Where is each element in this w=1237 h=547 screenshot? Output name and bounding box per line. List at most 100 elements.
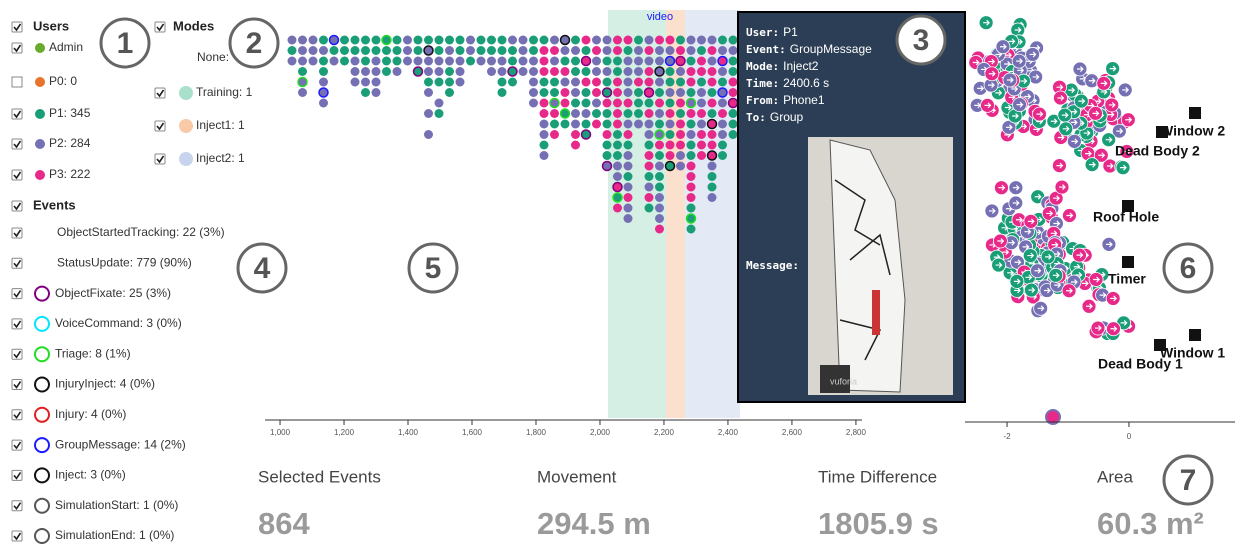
checkbox[interactable] <box>11 108 23 120</box>
checkbox[interactable] <box>11 21 23 33</box>
event-label[interactable]: ObjectFixate: 25 (3%) <box>55 286 171 300</box>
event-dot <box>644 161 654 171</box>
event-dot <box>308 56 318 66</box>
event-dot <box>601 160 613 172</box>
event-dot <box>319 67 328 76</box>
map-arrow <box>1093 276 1100 283</box>
checkbox[interactable] <box>154 153 166 165</box>
event-dot <box>318 87 329 98</box>
event-swatch <box>34 497 50 514</box>
event-dot <box>634 98 643 108</box>
checkbox[interactable] <box>11 200 23 212</box>
event-label[interactable]: Triage: 8 (1%) <box>55 346 131 360</box>
event-dot <box>612 192 623 203</box>
event-dot <box>728 130 738 139</box>
event-dot <box>508 56 517 66</box>
mode-label[interactable]: None: <box>197 50 229 64</box>
map-arrow <box>983 19 990 26</box>
marker-number: 6 <box>1180 252 1197 285</box>
checkbox[interactable] <box>11 530 23 542</box>
checkbox[interactable] <box>11 138 23 150</box>
map-label: Window 2 <box>1160 123 1225 139</box>
checkbox[interactable] <box>11 469 23 481</box>
event-dot <box>644 98 654 108</box>
event-dot <box>413 56 423 66</box>
mode-label[interactable]: Training: 1 <box>196 85 253 99</box>
event-dot <box>592 56 601 66</box>
event-dot <box>686 182 696 192</box>
map-arrow <box>1008 38 1016 45</box>
event-dot <box>319 46 328 55</box>
x-tick-label: 2,200 <box>654 428 675 437</box>
event-dot <box>728 77 738 87</box>
checkbox[interactable] <box>11 318 23 330</box>
map-icon <box>1189 107 1201 119</box>
map-arrow <box>1017 67 1025 74</box>
checkbox[interactable] <box>11 42 23 54</box>
user-label[interactable]: P0: 0 <box>49 74 77 88</box>
event-label[interactable]: GroupMessage: 14 (2%) <box>55 437 186 451</box>
event-dot <box>665 140 675 150</box>
checkbox[interactable] <box>11 227 23 239</box>
event-dot <box>413 46 423 55</box>
event-dot <box>676 77 685 87</box>
event-dot <box>634 56 643 66</box>
event-label[interactable]: Inject: 3 (0%) <box>55 468 126 482</box>
event-label[interactable]: SimulationEnd: 1 (0%) <box>55 528 174 542</box>
event-dot <box>487 46 496 55</box>
event-label[interactable]: SimulationStart: 1 (0%) <box>55 498 178 512</box>
checkbox[interactable] <box>154 21 166 33</box>
checkbox[interactable] <box>11 288 23 300</box>
checkbox[interactable] <box>11 439 23 451</box>
map-arrow <box>1043 287 1051 294</box>
map-arrow <box>997 238 1005 244</box>
map-arrow <box>1056 162 1064 169</box>
map-arrow <box>1022 243 1030 250</box>
event-dot <box>613 109 622 118</box>
map-arrow <box>1070 119 1078 126</box>
event-label[interactable]: StatusUpdate: 779 (90%) <box>57 255 192 269</box>
mode-label[interactable]: Inject1: 1 <box>196 118 245 132</box>
event-dot <box>560 88 570 97</box>
user-label[interactable]: P1: 345 <box>49 106 91 120</box>
mode-label[interactable]: Inject2: 1 <box>196 151 245 165</box>
user-label[interactable]: P3: 222 <box>49 167 91 181</box>
checkbox[interactable] <box>11 409 23 421</box>
event-label[interactable]: InjuryInject: 4 (0%) <box>55 377 155 391</box>
map-arrow <box>984 102 992 109</box>
event-dot <box>392 56 402 66</box>
map-arrow <box>1059 184 1066 190</box>
user-label[interactable]: P2: 284 <box>49 136 91 150</box>
event-dot <box>550 56 559 66</box>
event-dot <box>539 151 549 160</box>
event-dot <box>665 67 675 76</box>
event-label[interactable]: VoiceCommand: 3 (0%) <box>55 316 182 330</box>
checkbox[interactable] <box>11 169 23 181</box>
video-label[interactable]: video <box>647 11 673 23</box>
event-label[interactable]: ObjectStartedTracking: 22 (3%) <box>57 225 225 239</box>
event-dot <box>686 77 696 87</box>
event-dot <box>728 56 738 66</box>
event-dot <box>718 119 727 129</box>
map-arrow <box>1006 77 1014 83</box>
event-dot <box>298 67 307 76</box>
checkbox[interactable] <box>154 87 166 99</box>
event-dot <box>549 97 560 109</box>
event-dot <box>297 76 308 88</box>
event-dot <box>592 77 601 87</box>
checkbox-check <box>13 350 22 359</box>
checkbox[interactable] <box>11 500 23 512</box>
user-label[interactable]: Admin <box>49 40 83 54</box>
event-dot <box>655 46 664 55</box>
checkbox[interactable] <box>11 348 23 360</box>
map-arrow <box>1034 193 1042 200</box>
map-arrow <box>1081 280 1089 287</box>
event-dot <box>644 203 654 213</box>
checkbox[interactable] <box>11 379 23 390</box>
event-label[interactable]: Injury: 4 (0%) <box>55 407 126 421</box>
checkbox-box[interactable] <box>11 76 23 88</box>
checkbox[interactable] <box>154 120 166 132</box>
checkbox[interactable] <box>11 257 23 269</box>
event-dot <box>655 214 664 223</box>
